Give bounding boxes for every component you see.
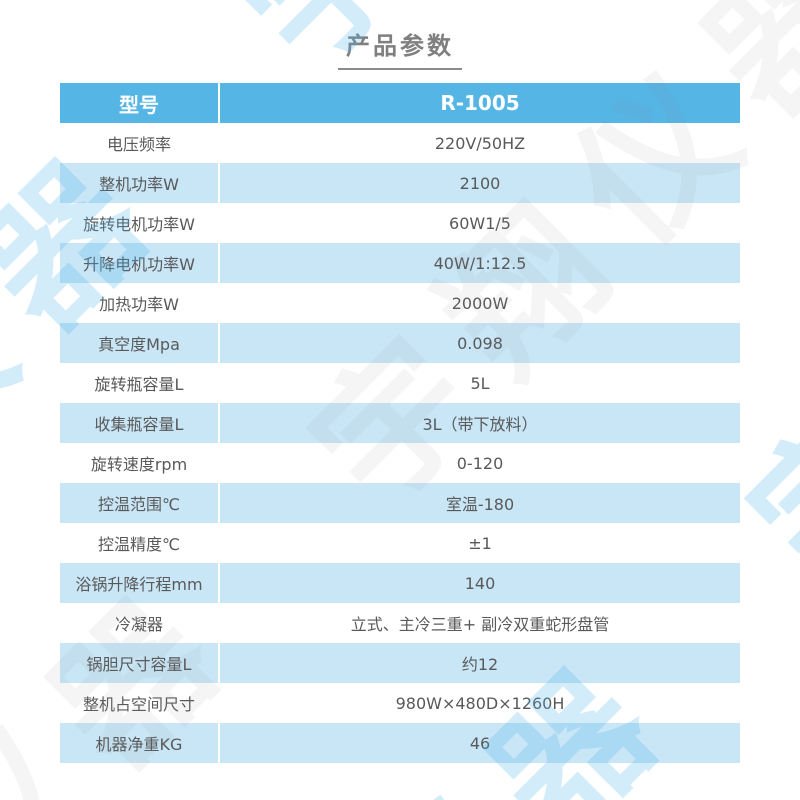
param-label-cell: 旋转速度rpm — [60, 443, 220, 483]
param-value-cell: 40W/1:12.5 — [433, 253, 527, 273]
param-value-cell: 约12 — [461, 655, 499, 674]
param-label-cell: 旋转瓶容量L — [60, 363, 220, 403]
param-label-cell: 控温精度℃ — [60, 523, 220, 563]
header-model-value: R-1005 — [440, 91, 520, 115]
param-label-cell: 锅胆尺寸容量L — [60, 643, 220, 683]
table-row: 机器净重KG 46 — [60, 723, 740, 763]
table-row: 电压频率 220V/50HZ — [60, 123, 740, 163]
table-row: 真空度Mpa 0.098 — [60, 323, 740, 363]
param-value-cell: 立式、主冷三重+ 副冷双重蛇形盘管 — [350, 615, 610, 634]
param-value-cell: 60W1/5 — [449, 213, 511, 233]
param-value-cell: 5L — [470, 373, 490, 393]
param-value-cell: 140 — [464, 573, 496, 593]
param-value-cell: 980W×480D×1260H — [395, 693, 565, 713]
param-label-cell: 真空度Mpa — [60, 323, 220, 363]
param-label-cell: 整机占空间尺寸 — [60, 683, 220, 723]
table-row: 锅胆尺寸容量L 约12 — [60, 643, 740, 683]
table-row: 整机功率W 2100 — [60, 163, 740, 203]
table-row: 整机占空间尺寸 980W×480D×1260H — [60, 683, 740, 723]
table-row: 控温精度℃ ±1 — [60, 523, 740, 563]
param-label-cell: 冷凝器 — [60, 603, 220, 643]
param-value-cell: 2100 — [459, 173, 501, 193]
spec-table: 型号 R-1005 电压频率 220V/50HZ 整机功率W 2100 旋转电机… — [60, 83, 740, 763]
param-value-cell: 220V/50HZ — [434, 133, 526, 153]
param-label-cell: 加热功率W — [60, 283, 220, 323]
param-label-cell: 整机功率W — [60, 163, 220, 203]
param-label-cell: 旋转电机功率W — [60, 203, 220, 243]
param-label-cell: 收集瓶容量L — [60, 403, 220, 443]
table-row: 升降电机功率W 40W/1:12.5 — [60, 243, 740, 283]
table-row: 收集瓶容量L 3L（带下放料） — [60, 403, 740, 443]
table-row: 冷凝器 立式、主冷三重+ 副冷双重蛇形盘管 — [60, 603, 740, 643]
table-row: 加热功率W 2000W — [60, 283, 740, 323]
param-value-cell: 室温-180 — [445, 495, 515, 514]
page-title: 产品参数 — [338, 26, 462, 70]
table-row: 浴锅升降行程mm 140 — [60, 563, 740, 603]
table-row: 旋转速度rpm 0-120 — [60, 443, 740, 483]
param-value-cell: ±1 — [468, 533, 492, 553]
param-value-cell: 0-120 — [456, 453, 504, 473]
param-label-cell: 机器净重KG — [60, 723, 220, 763]
param-label-cell: 电压频率 — [60, 123, 220, 163]
table-row: 旋转瓶容量L 5L — [60, 363, 740, 403]
table-header-row: 型号 R-1005 — [60, 83, 740, 123]
param-label-cell: 控温范围℃ — [60, 483, 220, 523]
table-row: 旋转电机功率W 60W1/5 — [60, 203, 740, 243]
header-model-label: 型号 — [60, 83, 220, 123]
table-row: 控温范围℃ 室温-180 — [60, 483, 740, 523]
param-value-cell: 2000W — [451, 293, 509, 313]
title-block: 产品参数 — [0, 26, 800, 70]
param-label-cell: 升降电机功率W — [60, 243, 220, 283]
param-label-cell: 浴锅升降行程mm — [60, 563, 220, 603]
param-value-cell: 46 — [469, 733, 491, 753]
param-value-cell: 0.098 — [457, 333, 503, 353]
param-value-cell: 3L（带下放料） — [422, 415, 538, 434]
